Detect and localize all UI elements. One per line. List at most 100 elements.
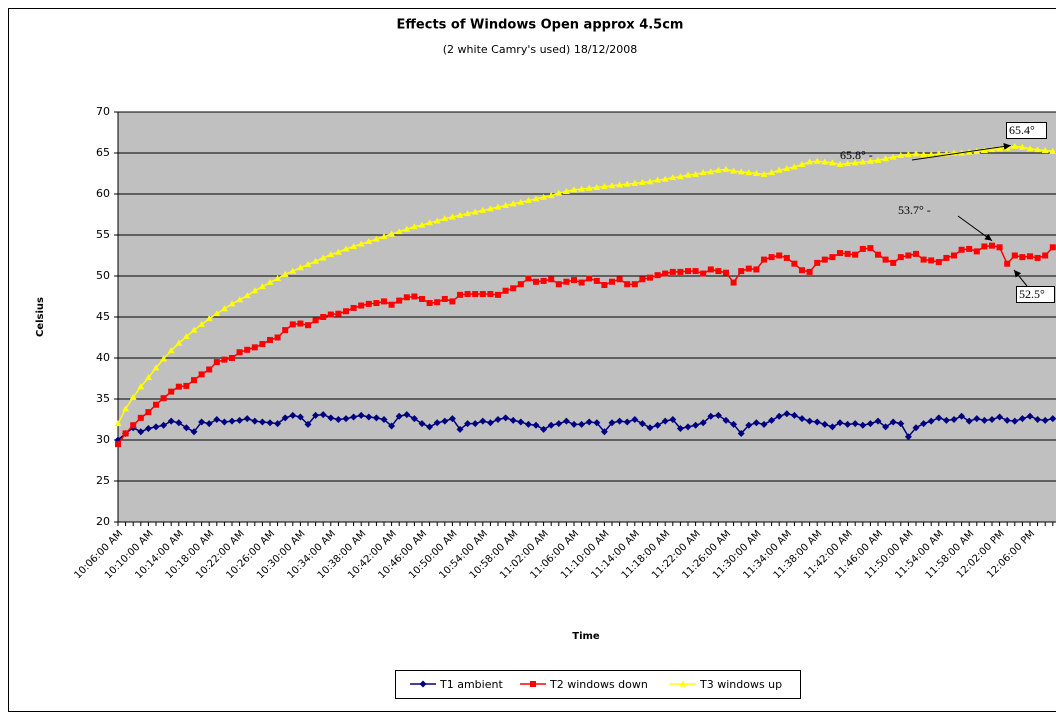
data-point — [1027, 253, 1033, 260]
data-point — [426, 300, 433, 307]
data-point — [289, 411, 297, 419]
data-point — [768, 169, 776, 176]
data-point — [114, 420, 122, 427]
data-point — [152, 364, 160, 371]
data-point — [586, 275, 593, 282]
data-point — [745, 265, 752, 272]
data-point — [190, 326, 198, 333]
data-point — [191, 377, 197, 384]
data-point — [806, 158, 814, 165]
data-point — [410, 223, 418, 230]
data-point — [220, 418, 228, 426]
data-point — [1004, 260, 1011, 267]
data-point — [692, 170, 700, 177]
y-tick-label: 45 — [96, 310, 110, 323]
data-point — [585, 418, 593, 426]
data-point — [441, 417, 449, 425]
data-point — [479, 291, 486, 298]
data-point — [365, 300, 372, 307]
data-point — [350, 242, 358, 249]
data-point — [533, 278, 539, 285]
data-point — [509, 416, 517, 424]
data-point — [913, 250, 919, 257]
data-point — [380, 233, 388, 240]
data-point — [289, 267, 297, 274]
data-point — [942, 416, 950, 424]
data-point — [623, 180, 631, 187]
data-point — [1018, 415, 1026, 423]
data-point — [791, 260, 798, 267]
data-point — [692, 268, 699, 275]
data-point — [912, 150, 920, 157]
data-point — [418, 420, 426, 428]
data-point — [547, 421, 555, 429]
data-point — [357, 411, 365, 419]
data-point — [631, 179, 639, 186]
data-point — [752, 419, 760, 427]
data-point — [875, 251, 881, 258]
data-point — [988, 146, 996, 153]
data-point — [167, 347, 175, 354]
data-point — [699, 419, 707, 427]
data-point — [243, 415, 251, 423]
data-point — [494, 203, 502, 210]
data-point — [213, 359, 220, 366]
data-point — [448, 213, 456, 220]
data-point — [228, 417, 236, 425]
data-point — [889, 153, 897, 160]
data-point — [495, 291, 501, 298]
data-point — [396, 297, 403, 304]
data-point — [524, 420, 532, 428]
data-point — [129, 393, 137, 400]
data-point — [122, 405, 130, 412]
data-point — [798, 160, 806, 167]
annotation-arrow — [911, 142, 1011, 161]
data-point — [821, 158, 829, 165]
data-point — [206, 366, 213, 373]
data-point — [342, 245, 350, 252]
data-point — [874, 156, 882, 163]
data-point — [509, 200, 517, 207]
data-point — [296, 413, 304, 421]
data-point — [768, 416, 776, 424]
annotation-box — [1016, 286, 1055, 303]
data-point — [920, 151, 928, 158]
legend-marker — [530, 681, 536, 687]
data-point — [464, 291, 471, 298]
data-point — [175, 339, 183, 346]
data-point — [532, 421, 540, 429]
data-point — [639, 276, 646, 283]
data-point — [980, 147, 988, 154]
data-point — [305, 322, 311, 329]
data-point — [927, 151, 935, 158]
data-point — [464, 420, 472, 428]
data-point — [312, 411, 320, 419]
data-point — [296, 264, 304, 271]
data-point — [661, 417, 669, 425]
data-point — [160, 395, 167, 402]
data-point — [1003, 416, 1011, 424]
data-point — [517, 198, 525, 205]
data-point — [828, 423, 836, 431]
data-point — [700, 270, 707, 277]
data-point — [806, 268, 813, 275]
data-point — [912, 424, 920, 432]
data-point — [319, 254, 327, 261]
data-point — [517, 281, 524, 288]
data-point — [244, 346, 251, 353]
data-point — [205, 315, 213, 322]
data-point — [859, 421, 867, 429]
data-point — [251, 417, 259, 425]
data-point — [358, 302, 365, 309]
data-point — [714, 166, 722, 173]
data-point — [775, 166, 783, 173]
data-point — [130, 422, 137, 429]
data-point — [525, 275, 532, 282]
data-point — [988, 416, 996, 423]
data-point — [137, 428, 145, 436]
data-point — [175, 419, 183, 427]
data-point — [723, 269, 729, 276]
data-point — [570, 420, 578, 428]
data-point — [335, 310, 342, 317]
